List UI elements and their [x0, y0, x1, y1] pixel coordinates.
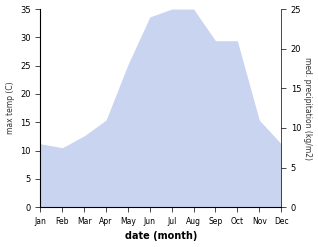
Y-axis label: max temp (C): max temp (C)	[5, 82, 15, 134]
Y-axis label: med. precipitation (kg/m2): med. precipitation (kg/m2)	[303, 57, 313, 160]
X-axis label: date (month): date (month)	[125, 231, 197, 242]
